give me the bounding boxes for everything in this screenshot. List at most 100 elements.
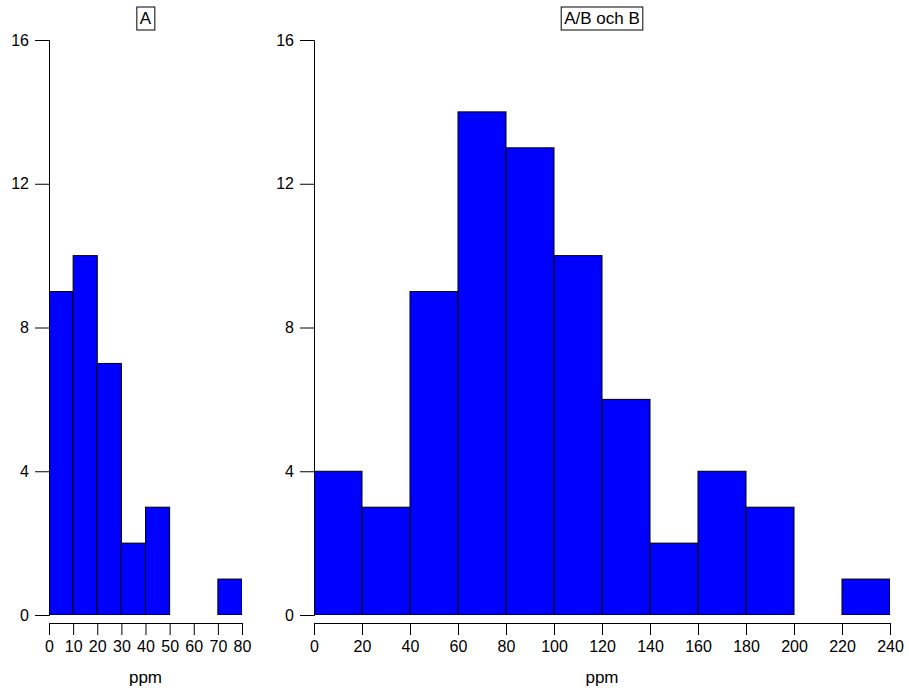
tick-label: 60 [185,638,203,655]
chart: 0 4 8 12 16 0 10 20 30 40 50 60 70 80 ppm A [11,7,251,687]
histogram-bar [554,256,602,615]
tick-mark [300,615,314,616]
histogram-bar [314,471,362,615]
y-tick: 12 [11,175,49,192]
y-tick: 4 [285,463,314,480]
x-tick: 60 [185,623,203,655]
histogram-bar [362,507,410,615]
x-tick: 20 [354,623,372,655]
x-tick: 30 [113,623,131,655]
tick-label: 220 [829,638,856,655]
axis-line [50,624,243,636]
x-axis-title: ppm [129,668,162,687]
tick-label: 200 [781,638,808,655]
tick-label: 16 [11,32,29,49]
tick-mark [49,623,50,635]
histogram-bar [49,292,73,615]
histogram-bar [410,292,458,615]
tick-mark [35,40,49,41]
tick-label: 70 [209,638,227,655]
x-tick: 200 [781,623,808,655]
tick-mark [194,623,195,635]
y-tick: 0 [285,607,314,624]
tick-mark [300,184,314,185]
tick-label: 140 [637,638,664,655]
x-tick: 140 [637,623,664,655]
tick-mark [170,623,171,635]
x-tick: 240 [877,623,904,655]
histogram-bar [794,615,842,616]
tick-mark [35,471,49,472]
tick-label: 20 [354,638,372,655]
tick-mark [300,471,314,472]
tick-mark [602,623,603,635]
x-axis: 020406080100120140160180200220240 [310,623,904,655]
tick-mark [506,623,507,635]
x-axis: 0 10 20 30 40 50 60 70 80 [45,623,251,655]
tick-label: 40 [137,638,155,655]
histogram-bar [698,471,746,615]
tick-label: 12 [11,175,29,192]
tick-mark [218,623,219,635]
histogram-bar [170,615,194,616]
tick-label: 160 [685,638,712,655]
tick-label: 4 [20,463,29,480]
tick-label: 0 [310,638,319,655]
histogram-bar [218,579,242,615]
tick-label: 240 [877,638,904,655]
tick-mark [35,184,49,185]
tick-mark [35,615,49,616]
tick-label: 4 [285,463,294,480]
x-tick: 70 [209,623,227,655]
histogram-bar [650,543,698,615]
histogram-bar [73,256,97,615]
x-tick: 0 [310,623,319,655]
histogram-bar [146,507,170,615]
x-tick: 0 [45,623,54,655]
x-tick: 220 [829,623,856,655]
histogram-bar [121,543,145,615]
bars [49,256,242,615]
tick-mark [242,623,243,635]
tick-mark [410,623,411,635]
histogram-bar [746,507,794,615]
tick-mark [314,623,315,635]
tick-label: 16 [276,32,294,49]
y-tick: 8 [20,319,49,336]
x-tick: 20 [89,623,107,655]
tick-label: 120 [589,638,616,655]
y-tick: 16 [276,32,314,49]
title-frame [137,7,155,30]
tick-mark [650,623,651,635]
axis-line [300,41,315,616]
title: A [140,9,152,28]
x-tick: 80 [498,623,516,655]
y-axis: 0 4 8 12 16 [11,32,49,624]
axis-line [315,624,891,636]
tick-mark [97,623,98,635]
tick-mark [300,328,314,329]
tick-label: 8 [285,319,294,336]
tick-label: 40 [402,638,420,655]
histogram-bar [602,399,650,615]
tick-label: 8 [20,319,29,336]
x-tick: 10 [65,623,83,655]
y-tick: 0 [20,607,49,624]
tick-label: 80 [498,638,516,655]
tick-label: 20 [89,638,107,655]
tick-mark [146,623,147,635]
tick-mark [35,328,49,329]
tick-label: 50 [161,638,179,655]
tick-label: 60 [450,638,468,655]
x-tick: 100 [541,623,568,655]
tick-label: 0 [285,607,294,624]
y-axis: 0 4 8 12 16 [276,32,314,624]
tick-mark [362,623,363,635]
tick-label: 10 [65,638,83,655]
histogram-bar [842,579,890,615]
tick-label: 0 [45,638,54,655]
x-tick: 80 [234,623,252,655]
title-box: A [137,7,155,30]
tick-label: 12 [276,175,294,192]
chart: 0481216020406080100120140160180200220240… [276,7,904,687]
